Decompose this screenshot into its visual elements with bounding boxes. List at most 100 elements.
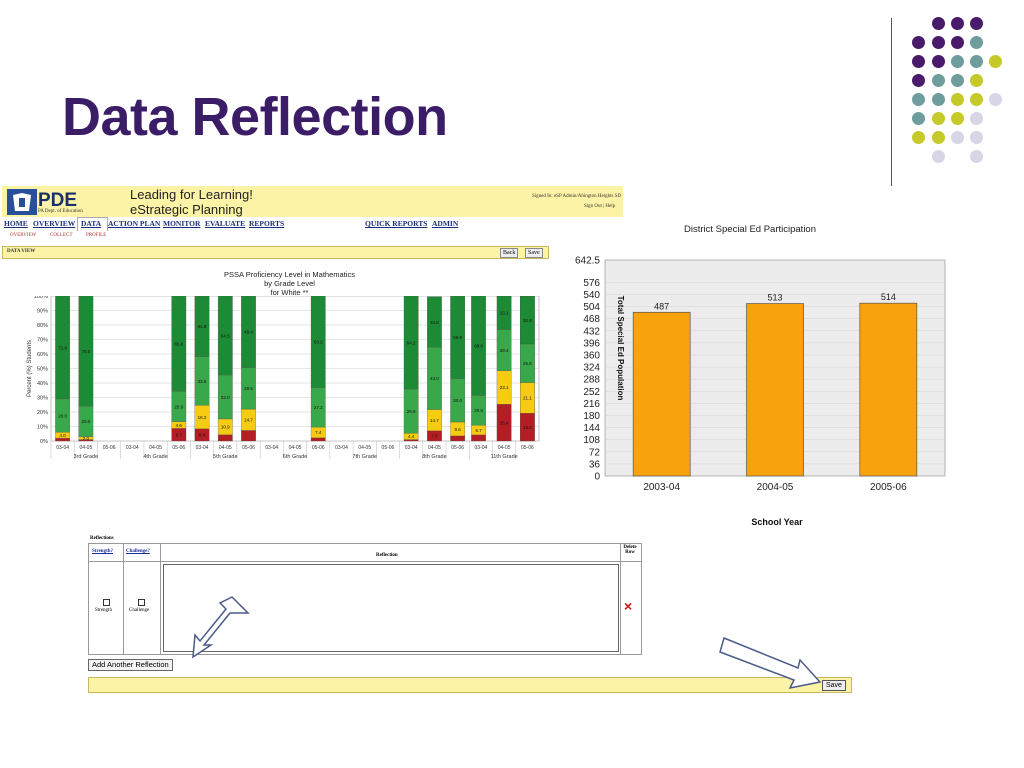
data-label: 20.0 bbox=[58, 413, 67, 418]
bar bbox=[746, 303, 804, 477]
y-tick-label: 642.5 bbox=[575, 256, 600, 267]
nav-action-plan[interactable]: ACTION PLAN bbox=[108, 219, 161, 228]
data-label: 71.0 bbox=[58, 345, 67, 350]
strength-header[interactable]: Strength? bbox=[92, 549, 114, 554]
x-tick-label: 03-04 bbox=[196, 445, 209, 451]
data-label: 76.0 bbox=[81, 349, 90, 354]
decorative-dot bbox=[970, 131, 983, 144]
challenge-header[interactable]: Challenge? bbox=[126, 549, 150, 554]
decorative-dot bbox=[970, 36, 983, 49]
bar-segment bbox=[471, 434, 486, 442]
bar-segment bbox=[450, 296, 466, 379]
data-label: 6.7 bbox=[475, 428, 482, 433]
nav-evaluate[interactable]: EVALUATE bbox=[205, 219, 246, 228]
subnav-collect[interactable]: COLLECT bbox=[50, 233, 73, 238]
pde-tagline: Leading for Learning! bbox=[130, 187, 253, 202]
nav-data[interactable]: DATA bbox=[81, 219, 102, 228]
challenge-checkbox[interactable] bbox=[138, 599, 145, 606]
nav-overview[interactable]: OVERVIEW bbox=[33, 219, 76, 228]
x-tick-label: 04-05 bbox=[149, 445, 162, 451]
back-button[interactable]: Back bbox=[500, 248, 519, 258]
data-label: 63.2 bbox=[314, 340, 323, 345]
y-tick-label: 100% bbox=[34, 296, 48, 300]
data-label: 25.4 bbox=[500, 420, 509, 425]
pde-logo-text: PDE bbox=[38, 190, 78, 211]
y-tick-label: 252 bbox=[583, 387, 600, 398]
nav-monitor[interactable]: MONITOR bbox=[163, 219, 201, 228]
data-label: 43.0 bbox=[430, 376, 439, 381]
add-another-reflection-button[interactable]: Add Another Reflection bbox=[88, 659, 173, 671]
y-tick-label: 180 bbox=[583, 411, 600, 422]
y-tick-label: 10% bbox=[37, 425, 48, 431]
data-label: 49.4 bbox=[244, 330, 253, 335]
data-label: 513 bbox=[767, 293, 782, 303]
data-label: 21.1 bbox=[523, 396, 532, 401]
data-label: 64.2 bbox=[407, 340, 416, 345]
subnav-overview[interactable]: OVERVIEW bbox=[10, 233, 37, 238]
group-label: 7th Grade bbox=[352, 454, 376, 460]
nav-reports[interactable]: REPORTS bbox=[249, 219, 285, 228]
bar-segment bbox=[403, 296, 419, 390]
data-label: 26.6 bbox=[523, 361, 532, 366]
challenge-label: Challenge bbox=[129, 608, 150, 613]
y-tick-label: 72 bbox=[589, 447, 601, 458]
slide-title: Data Reflection bbox=[62, 87, 448, 147]
bar-segment bbox=[241, 430, 256, 442]
data-label: 32.8 bbox=[523, 318, 532, 323]
y-tick-label: 504 bbox=[583, 302, 600, 313]
y-tick-label: 70% bbox=[37, 338, 48, 344]
y-axis-label: Total Special Ed Population bbox=[616, 296, 625, 401]
x-tick-label: 05-06 bbox=[312, 445, 325, 451]
nav-admin[interactable]: ADMIN bbox=[432, 219, 459, 228]
district-chart-title: District Special Ed Participation bbox=[684, 224, 816, 235]
y-tick-label: 60% bbox=[37, 352, 48, 358]
x-tick-label: 05-06 bbox=[103, 445, 116, 451]
subnav-profile[interactable]: PROFILE bbox=[86, 233, 107, 238]
decorative-dot bbox=[932, 17, 945, 30]
pde-save-button[interactable]: Save bbox=[525, 248, 543, 258]
data-label: 56.9 bbox=[453, 335, 462, 340]
x-tick-label: 03-04 bbox=[126, 445, 139, 451]
decorative-dot bbox=[989, 93, 1002, 106]
y-tick-label: 20% bbox=[37, 410, 48, 416]
y-tick-label: 36 bbox=[589, 459, 601, 470]
pde-logo-subtitle: PA Dept. of Education bbox=[38, 209, 83, 214]
decorative-dot bbox=[912, 55, 925, 68]
data-label: 68.6 bbox=[474, 344, 483, 349]
y-tick-label: 108 bbox=[583, 435, 600, 446]
data-label: 14.7 bbox=[430, 418, 439, 423]
x-tick-label: 05-06 bbox=[521, 445, 534, 451]
data-label: 2.0 bbox=[83, 436, 90, 441]
pointer-arrow-icon bbox=[719, 636, 822, 690]
x-tick-label: 04-05 bbox=[289, 445, 302, 451]
decorative-dot bbox=[932, 131, 945, 144]
nav-home[interactable]: HOME bbox=[4, 219, 28, 228]
reflection-save-button[interactable]: Save bbox=[822, 680, 846, 691]
bar-segment bbox=[217, 296, 233, 376]
data-label: 7.4 bbox=[315, 430, 322, 435]
group-label: 3rd Grade bbox=[73, 454, 98, 460]
y-tick-label: 324 bbox=[583, 363, 600, 374]
pde-app-name: eStrategic Planning bbox=[130, 202, 243, 217]
decorative-dot bbox=[912, 74, 925, 87]
decorative-dot bbox=[932, 150, 945, 163]
pssa-stacked-bar-chart: 0% 10% 20% 30% 40% 50% 60% 70% 80% 90% 100% Percent… bbox=[27, 296, 540, 460]
sign-out-link[interactable]: Sign Out | Help bbox=[584, 204, 616, 209]
x-tick-label: 03-04 bbox=[475, 445, 488, 451]
bar-segment bbox=[171, 296, 187, 392]
strength-column bbox=[89, 544, 124, 654]
bar-segment bbox=[471, 296, 486, 396]
y-tick-label: 576 bbox=[583, 278, 600, 289]
x-tick-label: 05-06 bbox=[172, 445, 185, 451]
y-tick-label: 80% bbox=[37, 323, 48, 329]
strength-checkbox[interactable] bbox=[103, 599, 110, 606]
decorative-dot bbox=[951, 36, 964, 49]
data-label: 23.1 bbox=[500, 385, 509, 390]
y-tick-label: 0% bbox=[40, 439, 48, 445]
nav-quick-reports[interactable]: QUICK REPORTS bbox=[365, 219, 428, 228]
data-view-toolbar: DATA VIEW Back Save bbox=[2, 246, 549, 259]
delete-row-icon[interactable]: × bbox=[624, 598, 633, 614]
decorative-dot bbox=[951, 93, 964, 106]
data-label: 4.0 bbox=[59, 433, 66, 438]
